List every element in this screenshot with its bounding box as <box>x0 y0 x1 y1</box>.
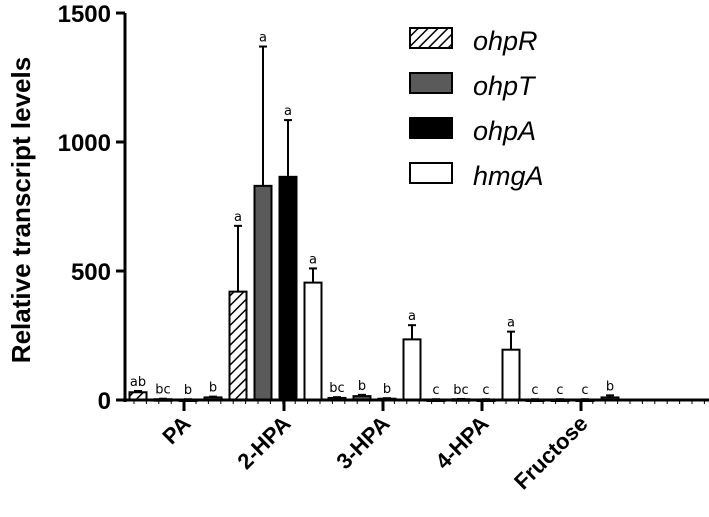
significance-label: b <box>383 382 391 397</box>
legend-label: hmgA <box>473 161 544 191</box>
significance-label: c <box>581 383 588 398</box>
significance-label: bc <box>453 383 468 398</box>
significance-label: a <box>234 210 242 225</box>
x-tick-pa: PA <box>157 411 195 449</box>
bar-hmgA <box>402 338 422 401</box>
legend-item-ohpR: ohpR <box>409 26 538 56</box>
x-tick-3-hpa: 3-HPA <box>331 411 394 474</box>
y-ticks: 1500 1000 500 0 <box>58 1 125 415</box>
x-minor-ticks <box>133 400 705 404</box>
legend-swatch-white <box>409 162 453 184</box>
bar-ohpA <box>278 175 298 401</box>
bar-group-3-hpa: bc b ba <box>327 309 422 402</box>
x-tick-fructose: Fructose <box>509 411 592 494</box>
x-tick-4-hpa: 4-HPA <box>430 411 493 474</box>
x-ticks: PA 2-HPA 3-HPA 4-HPA Fructose <box>157 400 593 494</box>
y-tick-1500: 1500 <box>58 1 111 28</box>
significance-label: b <box>209 381 217 396</box>
x-tick-2-hpa: 2-HPA <box>232 411 295 474</box>
legend-label: ohpR <box>473 26 538 56</box>
bar-group-4-hpa: c bc c a <box>426 316 521 402</box>
significance-label: a <box>507 316 515 331</box>
y-tick-0: 0 <box>98 388 111 415</box>
legend-label: ohpT <box>473 71 537 101</box>
bar-hmgA <box>303 281 323 401</box>
y-tick-500: 500 <box>71 259 111 286</box>
legend-item-ohpT: ohpT <box>409 71 537 101</box>
bar-group-2-hpa: a a a a <box>228 31 323 402</box>
significance-label: ab <box>130 375 146 390</box>
significance-label: bc <box>329 381 344 396</box>
significance-label: c <box>432 383 439 398</box>
significance-label: c <box>556 383 563 398</box>
bar-hmgA <box>501 348 521 402</box>
legend-item-ohpA: ohpA <box>409 116 536 146</box>
significance-label: a <box>259 31 267 46</box>
bar-ohpT <box>253 184 273 401</box>
significance-label: a <box>309 252 317 267</box>
bar-ohpR <box>228 290 248 402</box>
y-tick-1000: 1000 <box>58 130 111 157</box>
significance-label: a <box>408 309 416 324</box>
significance-label: c <box>482 383 489 398</box>
legend-swatch-gray <box>409 72 453 94</box>
legend: ohpR ohpT ohpA hmgA <box>409 26 544 191</box>
legend-swatch-hatched <box>409 27 453 49</box>
legend-label: ohpA <box>473 116 536 146</box>
significance-label: a <box>284 104 292 119</box>
significance-label: bc <box>155 383 170 398</box>
legend-item-hmgA: hmgA <box>409 161 544 191</box>
y-axis-label: Relative transcript levels <box>6 57 36 363</box>
significance-label: b <box>358 379 366 394</box>
significance-label: b <box>184 383 192 398</box>
significance-label: c <box>531 383 538 398</box>
significance-label: b <box>606 379 614 394</box>
legend-swatch-black <box>409 117 453 139</box>
